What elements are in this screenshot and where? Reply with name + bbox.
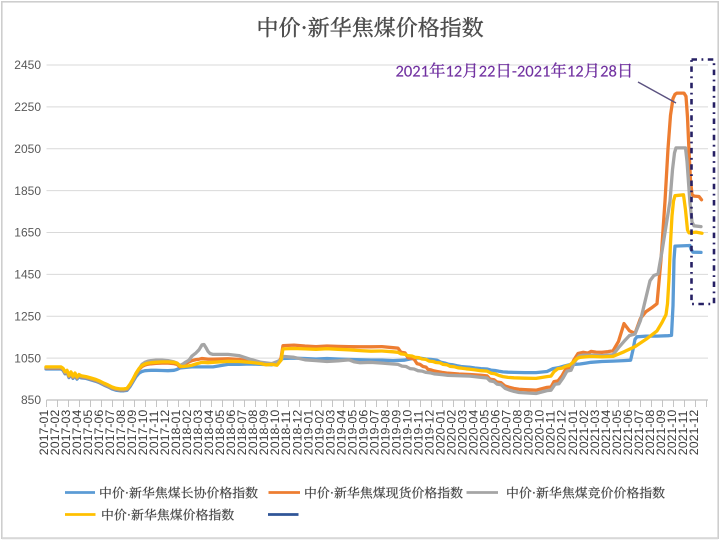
svg-text:2020-10: 2020-10 (533, 410, 547, 456)
svg-text:2018-06: 2018-06 (224, 410, 238, 456)
svg-text:2019-02: 2019-02 (312, 410, 326, 456)
svg-text:1250: 1250 (14, 309, 41, 323)
svg-text:2021-11: 2021-11 (676, 411, 690, 456)
svg-text:2020-07: 2020-07 (500, 410, 514, 456)
svg-text:2019-04: 2019-04 (334, 410, 348, 456)
svg-text:1050: 1050 (14, 351, 41, 365)
svg-text:2018-04: 2018-04 (202, 410, 216, 456)
svg-text:2021-08: 2021-08 (643, 410, 657, 456)
svg-text:2018-11: 2018-11 (279, 411, 293, 456)
svg-text:2018-03: 2018-03 (191, 410, 205, 456)
svg-text:2017-08: 2017-08 (114, 410, 128, 456)
svg-text:2017-07: 2017-07 (103, 410, 117, 456)
svg-text:2021-09: 2021-09 (654, 410, 668, 456)
svg-text:2021-03: 2021-03 (588, 410, 602, 456)
svg-text:2018-01: 2018-01 (169, 410, 183, 456)
svg-text:2019-12: 2019-12 (423, 410, 437, 456)
svg-text:2020-06: 2020-06 (489, 410, 503, 456)
svg-text:2020-03: 2020-03 (456, 410, 470, 456)
svg-text:2017-11: 2017-11 (147, 411, 161, 456)
svg-text:2018-02: 2018-02 (180, 410, 194, 456)
svg-text:2050: 2050 (14, 142, 41, 156)
svg-text:2018-07: 2018-07 (235, 410, 249, 456)
svg-text:2017-02: 2017-02 (48, 410, 62, 456)
svg-text:2020-09: 2020-09 (522, 410, 536, 456)
svg-text:2019-08: 2019-08 (378, 410, 392, 456)
svg-text:2021-04: 2021-04 (599, 410, 613, 456)
svg-text:2017-01: 2017-01 (37, 410, 51, 456)
svg-text:2021-02: 2021-02 (577, 410, 591, 456)
svg-text:2021-07: 2021-07 (632, 410, 646, 456)
svg-text:2020-04: 2020-04 (467, 410, 481, 456)
svg-text:2019-10: 2019-10 (401, 410, 415, 456)
svg-text:2020-11: 2020-11 (544, 411, 558, 456)
svg-text:2020-05: 2020-05 (478, 410, 492, 456)
svg-text:2021-05: 2021-05 (610, 410, 624, 456)
svg-text:1650: 1650 (14, 226, 41, 240)
svg-text:2017-12: 2017-12 (158, 410, 172, 456)
svg-text:1850: 1850 (14, 184, 41, 198)
svg-text:2020-02: 2020-02 (445, 410, 459, 456)
svg-text:2017-10: 2017-10 (136, 410, 150, 456)
svg-text:2018-05: 2018-05 (213, 410, 227, 456)
svg-text:2017-09: 2017-09 (125, 410, 139, 456)
svg-text:2019-07: 2019-07 (367, 410, 381, 456)
svg-text:2018-08: 2018-08 (246, 410, 260, 456)
svg-text:2017-06: 2017-06 (92, 410, 106, 456)
svg-text:2017-05: 2017-05 (81, 410, 95, 456)
svg-text:2017-03: 2017-03 (59, 410, 73, 456)
svg-text:2018-10: 2018-10 (268, 410, 282, 456)
svg-text:850: 850 (21, 393, 41, 407)
svg-text:2021-12: 2021-12 (687, 410, 701, 456)
svg-text:2021-06: 2021-06 (621, 410, 635, 456)
svg-text:2018-12: 2018-12 (290, 410, 304, 456)
svg-text:2019-03: 2019-03 (323, 410, 337, 456)
svg-text:2250: 2250 (14, 100, 41, 114)
svg-text:2019-05: 2019-05 (345, 410, 359, 456)
svg-text:2020-08: 2020-08 (511, 410, 525, 456)
svg-text:2020-01: 2020-01 (434, 410, 448, 456)
svg-text:2450: 2450 (14, 58, 41, 72)
svg-text:2020-12: 2020-12 (555, 410, 569, 456)
svg-text:2021-10: 2021-10 (665, 410, 679, 456)
svg-text:1450: 1450 (14, 268, 41, 282)
svg-text:2017-04: 2017-04 (70, 410, 84, 456)
svg-text:2019-06: 2019-06 (356, 410, 370, 456)
svg-text:2019-11: 2019-11 (412, 411, 426, 456)
svg-text:2021-01: 2021-01 (566, 410, 580, 456)
svg-text:2019-01: 2019-01 (301, 410, 315, 456)
svg-text:2019-09: 2019-09 (389, 410, 403, 456)
svg-text:2018-09: 2018-09 (257, 410, 271, 456)
